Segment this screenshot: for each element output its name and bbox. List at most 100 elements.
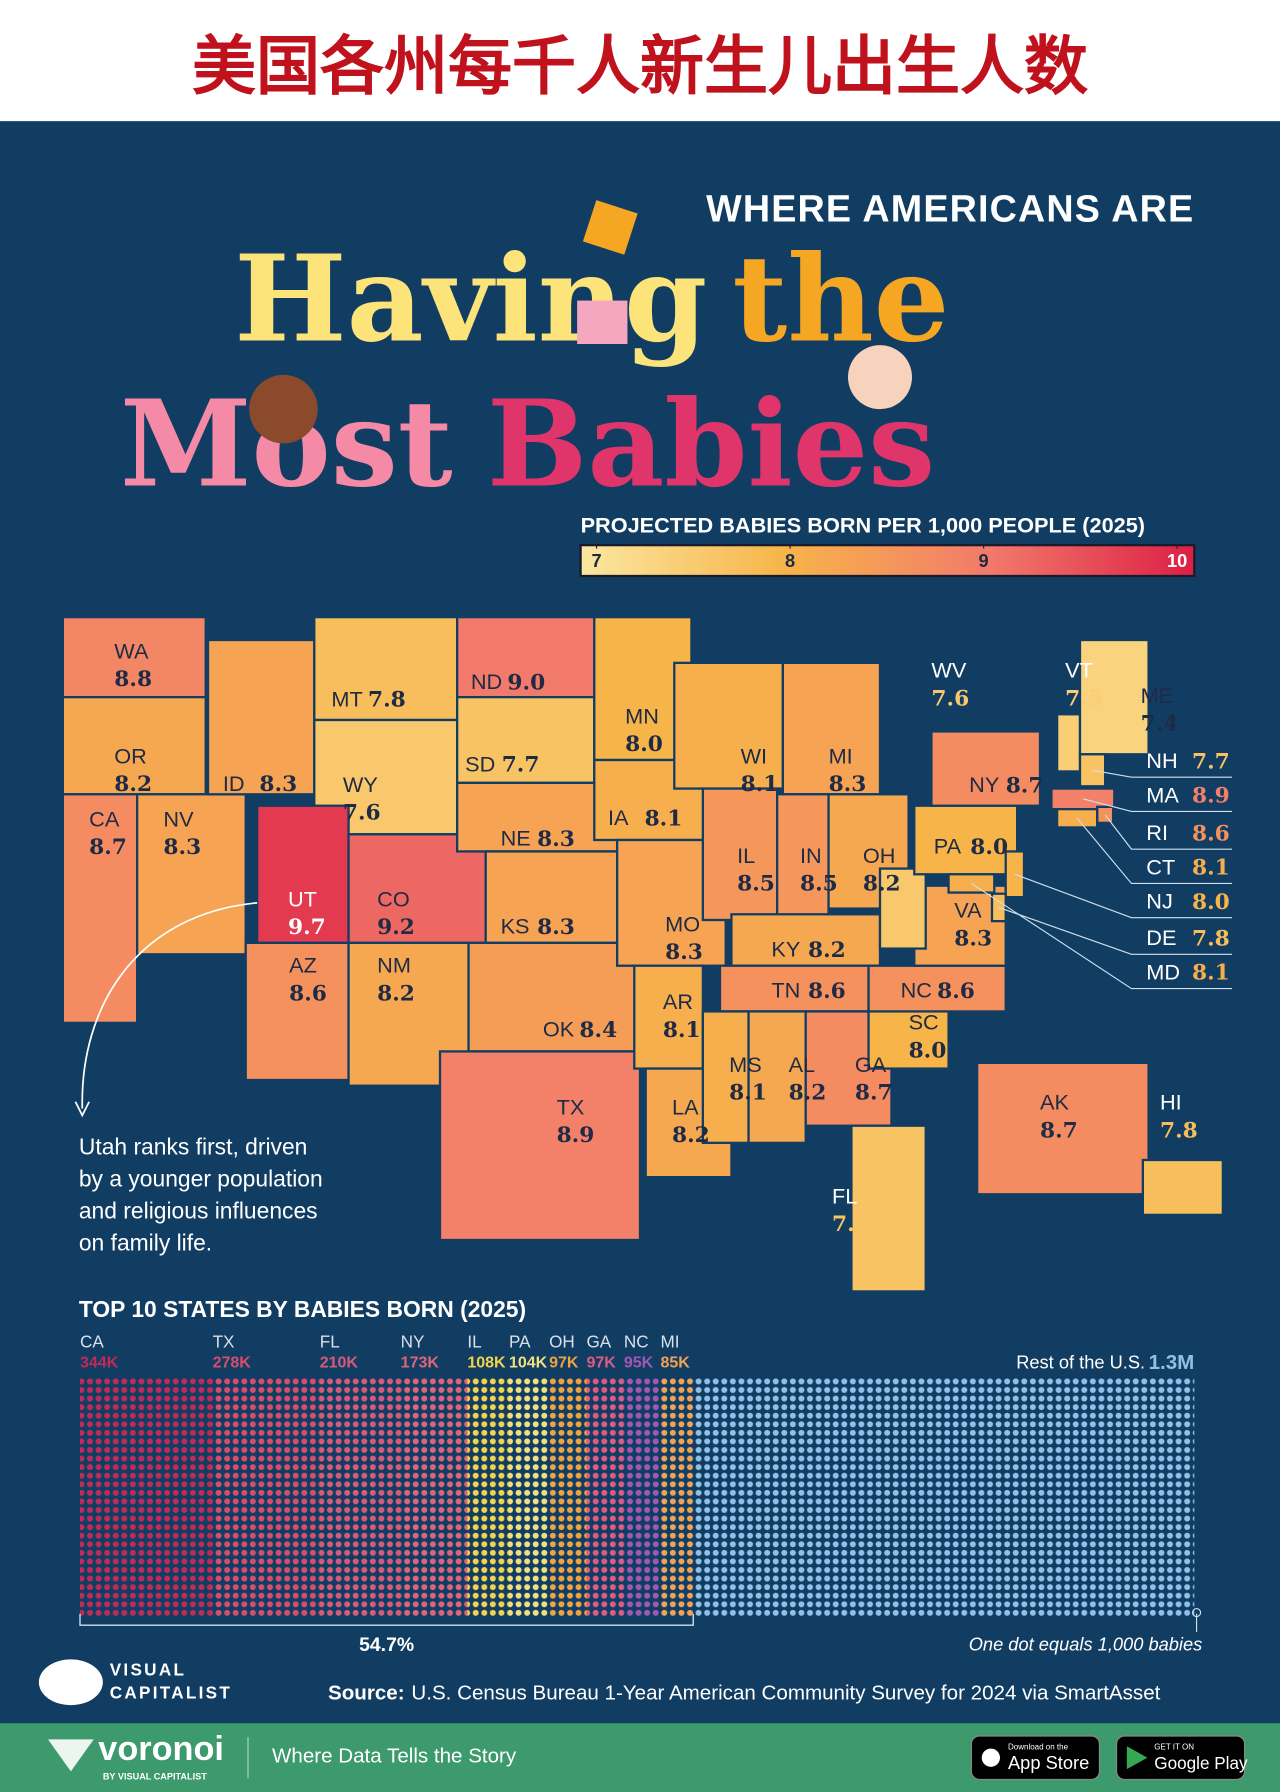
state [313, 616, 459, 722]
state-value: 8.1 [1192, 856, 1230, 881]
state [781, 661, 882, 796]
headline-word: the [732, 230, 949, 370]
colorbar-tick-label: 8 [785, 550, 795, 571]
state-label: MT [331, 686, 362, 711]
value-label: 344K [80, 1355, 119, 1372]
state [850, 1124, 927, 1293]
state-value: 9.0 [507, 670, 545, 695]
dot-block [693, 1377, 1195, 1618]
toy-block [582, 200, 638, 255]
note-dot [1191, 1607, 1202, 1618]
state-label: ME [1141, 683, 1174, 708]
state-value: 8.3 [537, 915, 575, 940]
share-label: 54.7% [359, 1634, 414, 1656]
state-label: MD [1146, 959, 1180, 984]
chart-title: TOP 10 STATES BY BABIES BORN (2025) [79, 1296, 526, 1322]
state-value: 8.6 [289, 981, 327, 1006]
annotation: on family life. [79, 1230, 212, 1256]
dot-block [508, 1377, 550, 1618]
app-store-button[interactable]: Download on the App Store [970, 1735, 1100, 1780]
state-value: 8.7 [1006, 773, 1044, 798]
button-text: App Store [1008, 1752, 1089, 1773]
annotation: Utah ranks first, driven [79, 1134, 308, 1160]
state [878, 867, 927, 950]
dot-block [319, 1377, 401, 1618]
state-label: NH [1146, 748, 1177, 773]
state-value: 8.5 [737, 872, 775, 897]
button-small: GET IT ON [1154, 1743, 1194, 1752]
state-value: 8.1 [741, 772, 779, 797]
state-value: 8.3 [259, 772, 297, 797]
state-value: 8.0 [909, 1038, 947, 1063]
state-label: WY [343, 772, 378, 797]
source-text: U.S. Census Bureau 1-Year American Commu… [411, 1681, 1160, 1704]
arrow-head [74, 1101, 90, 1118]
state-label: CT [1146, 854, 1175, 879]
state-label: IL [737, 843, 755, 868]
state [1141, 1158, 1224, 1216]
state-label: AK [1040, 1090, 1069, 1115]
state [867, 964, 1007, 1013]
headline-word: Having [234, 230, 707, 370]
state [673, 661, 784, 790]
category-label: Rest of the U.S. [1016, 1351, 1145, 1372]
value-label: 104K [509, 1355, 548, 1372]
state-label: FL [832, 1183, 857, 1208]
state-value: 8.0 [1192, 890, 1230, 915]
dot-block [80, 1377, 213, 1618]
state [701, 787, 779, 922]
state-label: HI [1160, 1090, 1182, 1115]
state-value: 7.7 [832, 1212, 870, 1237]
state-label: IN [800, 843, 822, 868]
state-label: KS [501, 914, 530, 939]
state-value: 8.1 [663, 1018, 701, 1043]
dot-block [623, 1377, 661, 1618]
state-label: PA [934, 834, 962, 859]
state [1055, 713, 1082, 773]
state [456, 781, 619, 853]
state-label: TN [771, 978, 800, 1003]
colorbar-tick-label: 7 [591, 550, 601, 571]
button-bg[interactable] [970, 1735, 1100, 1780]
category-label: CA [80, 1331, 104, 1351]
value-label: 95K [624, 1355, 654, 1372]
google-play-button[interactable]: GET IT ON Google Play [1115, 1735, 1248, 1780]
state-value: 8.2 [863, 872, 901, 897]
leader-line [1104, 814, 1232, 850]
headline-line2: Most Babies [120, 375, 935, 515]
state-value: 8.3 [163, 835, 201, 860]
state-value: 9.2 [377, 915, 415, 940]
state-value: 8.6 [808, 979, 846, 1004]
state-label: NV [163, 806, 194, 831]
toy-block [577, 300, 628, 344]
state-label: WA [114, 638, 149, 663]
leader-line [1014, 873, 1232, 919]
state-value: 8.3 [537, 827, 575, 852]
state-label: TX [557, 1094, 585, 1119]
state-label: LA [672, 1094, 699, 1119]
button-small: Download on the [1008, 1743, 1069, 1752]
category-label: NY [401, 1331, 425, 1351]
brand: CAPITALIST [110, 1682, 232, 1702]
state-value: 7.8 [1160, 1118, 1198, 1143]
state-value: 7.4 [1141, 712, 1179, 737]
dot-block [400, 1377, 468, 1618]
state-label: ND [471, 669, 502, 694]
state-label: VA [954, 898, 982, 923]
state [484, 850, 630, 944]
category-label: FL [320, 1331, 340, 1351]
value-label: 173K [401, 1355, 440, 1372]
state-label: ID [223, 771, 245, 796]
category-label: GA [586, 1331, 611, 1351]
note: One dot equals 1,000 babies [969, 1634, 1203, 1655]
baby-icon [848, 345, 912, 410]
state-value: 8.1 [729, 1081, 767, 1106]
value-label: 108K [467, 1355, 506, 1372]
category-label: OH [549, 1331, 575, 1351]
state-value: 8.7 [855, 1081, 893, 1106]
button-bg[interactable] [1115, 1735, 1246, 1780]
state-value: 8.4 [579, 1018, 617, 1043]
state-label: IA [608, 805, 629, 830]
value-label: 278K [213, 1355, 252, 1372]
play-icon [1126, 1746, 1148, 1770]
